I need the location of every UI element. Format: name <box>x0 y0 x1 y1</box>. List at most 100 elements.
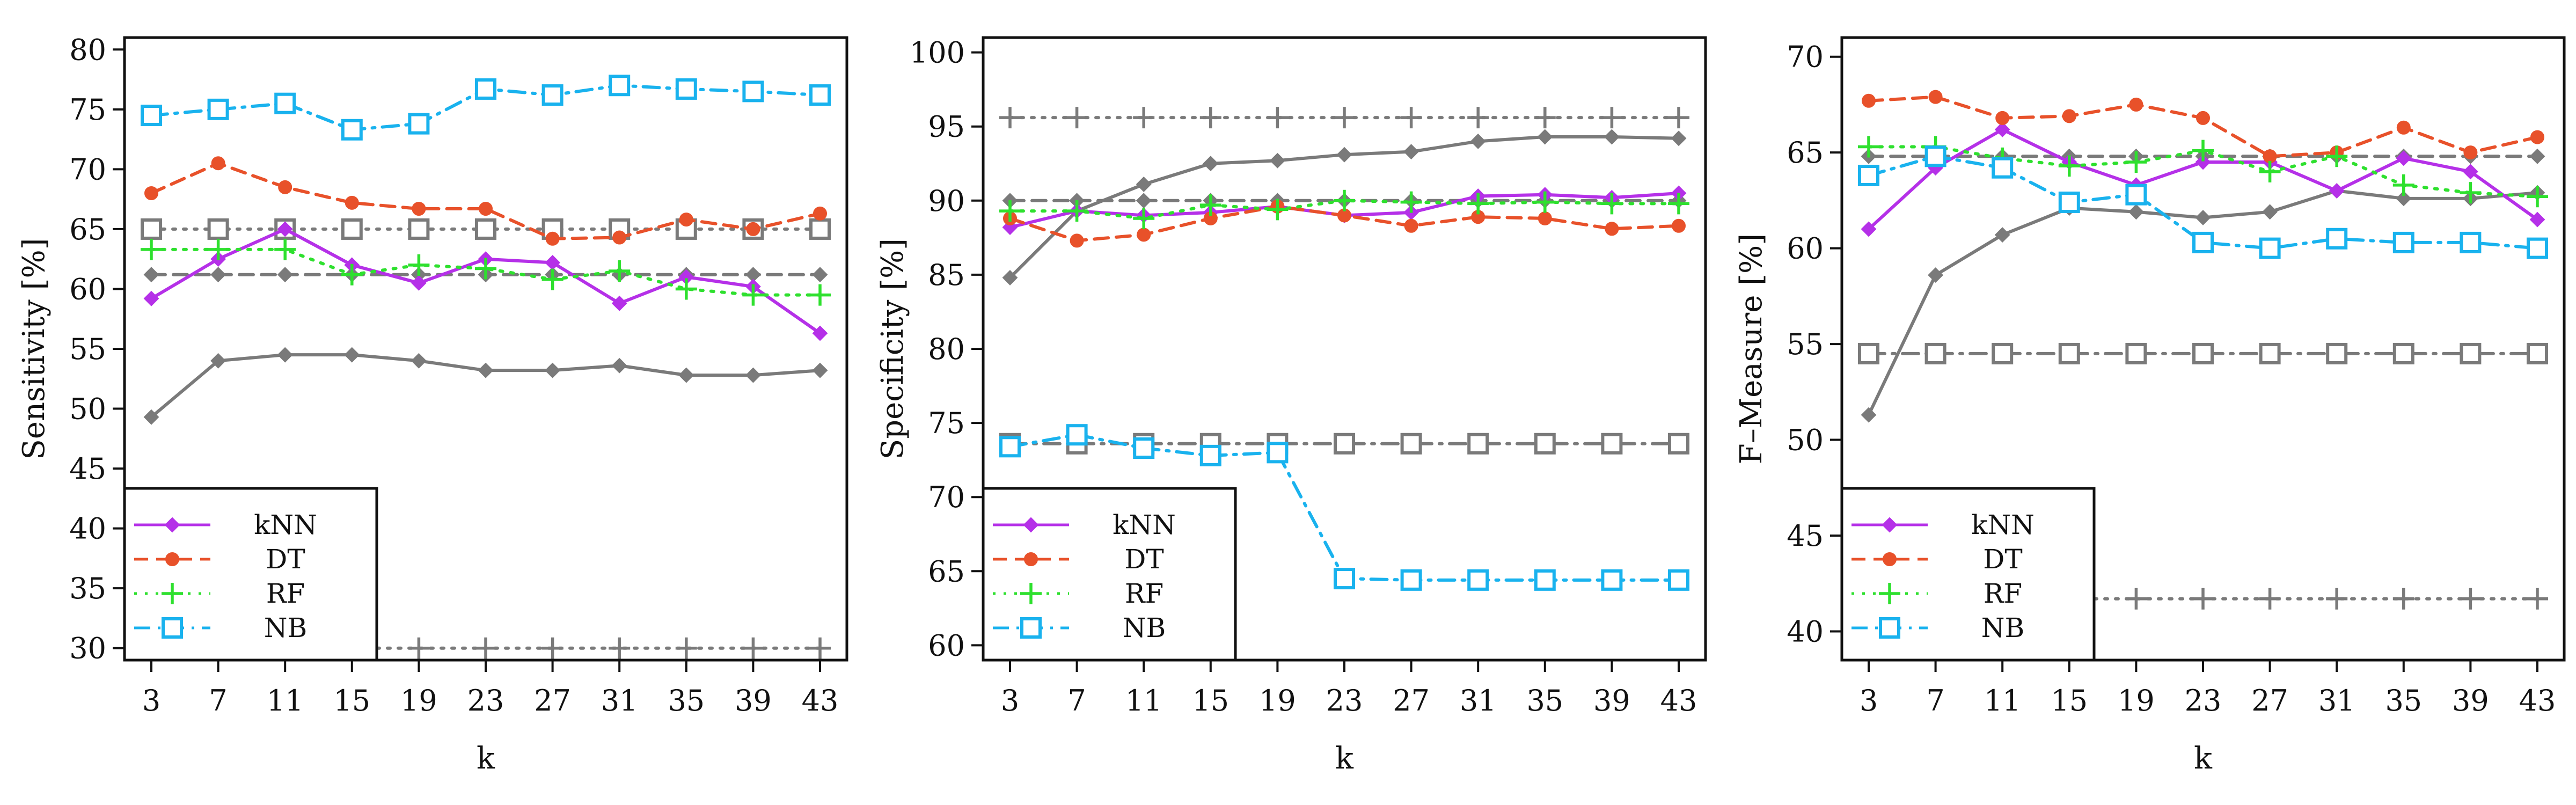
series-dt-point <box>2396 120 2411 135</box>
series-nb-point <box>2326 228 2348 250</box>
series-dt-point <box>1137 228 1151 242</box>
legend-entry-rf: RF <box>134 578 305 609</box>
x-tick-label: 39 <box>2452 684 2489 718</box>
x-tick-label: 27 <box>2251 684 2288 718</box>
x-tick-label: 35 <box>668 684 705 718</box>
series-rf-point <box>541 268 564 290</box>
y-tick-label: 70 <box>69 152 106 186</box>
series-nb-point <box>2392 231 2414 253</box>
x-tick-label: 35 <box>2385 684 2422 718</box>
y-tick-label: 75 <box>928 406 965 440</box>
series-nb-point <box>742 80 764 103</box>
series-knn-point <box>2529 211 2545 228</box>
series-rf-point <box>2392 174 2414 196</box>
baseline-series-1-point <box>408 218 430 240</box>
baseline-series-1-point <box>1994 227 2010 243</box>
y-axis-label: Specificity [%] <box>875 238 910 459</box>
x-tick-label: 39 <box>735 684 772 718</box>
legend-swatch-marker <box>1882 517 1898 533</box>
baseline-series-4-point <box>2125 588 2147 610</box>
legend-swatch-marker <box>1020 583 1042 604</box>
series-dt-point <box>2463 145 2478 160</box>
x-tick-label: 3 <box>1001 684 1019 718</box>
y-tick-label: 90 <box>928 184 965 218</box>
x-tick-label: 7 <box>1926 684 1944 718</box>
series-dt-point <box>1538 211 1552 225</box>
series-nb-point <box>1400 569 1422 591</box>
series-nb-point <box>809 84 831 106</box>
baseline-series-3-point <box>344 347 360 363</box>
baseline-series-4-point <box>408 637 430 659</box>
series-nb-point <box>2192 231 2214 253</box>
baseline-series-4-point <box>675 637 697 659</box>
series-nb-point <box>341 119 363 141</box>
series-dt-point <box>1605 222 1619 236</box>
series-dt-line <box>150 162 822 240</box>
baseline-series-3-point <box>2058 342 2080 364</box>
series-dt-point <box>2062 109 2076 123</box>
series-rf-point <box>2326 145 2348 167</box>
baseline-series-1 <box>999 107 1689 129</box>
series-nb-point <box>1992 157 2014 179</box>
series-dt-point <box>412 202 426 216</box>
series-dt-point <box>1995 111 2010 125</box>
baseline-series-3-point <box>1858 342 1879 364</box>
series-nb-point <box>1601 569 1623 591</box>
series-dt-point <box>2263 149 2277 164</box>
panel-specificity: 60 65 70 75 80 85 90 95 100 3 7 11 15 19 23 27 31 35 39 43 k… <box>875 36 1707 776</box>
baseline-series-1-point <box>475 218 496 240</box>
series-rf-point <box>675 278 697 300</box>
y-tick-label: 50 <box>69 392 106 426</box>
x-tick-label: 19 <box>1259 684 1296 718</box>
series-rf-point <box>1858 136 1879 158</box>
baseline-series-4-point <box>1668 433 1689 455</box>
baseline-series-4-point <box>1400 433 1422 455</box>
series-rf-point <box>408 254 430 276</box>
baseline-series-4-point <box>809 637 831 659</box>
series-knn-point <box>143 290 159 306</box>
y-axis-label: F–Measure [%] <box>1734 233 1769 464</box>
baseline-series-3-point <box>2259 342 2281 364</box>
x-tick-label: 3 <box>1860 684 1878 718</box>
series-nb-point <box>2527 237 2548 259</box>
baseline-series-1-point <box>1133 107 1155 129</box>
baseline-series-3-point <box>478 362 494 378</box>
y-tick-label: 40 <box>69 512 106 546</box>
x-tick-label: 3 <box>142 684 160 718</box>
baseline-series-1-point <box>999 107 1021 129</box>
series-rf-point <box>609 260 631 282</box>
x-axis-label: k <box>2194 741 2213 776</box>
series-rf-point <box>809 284 831 306</box>
series-dt-point <box>144 186 158 200</box>
y-tick-label: 65 <box>1787 136 1824 170</box>
x-tick-label: 19 <box>400 684 437 718</box>
baseline-series-4-point <box>2259 588 2281 610</box>
baseline-series-4-point <box>2326 588 2348 610</box>
series-dt-point <box>2196 111 2210 125</box>
baseline-series-3-point <box>2460 342 2482 364</box>
series-dt-point <box>479 202 493 216</box>
baseline-series-1-point <box>1267 107 1289 129</box>
baseline-series-3-point <box>611 357 627 374</box>
legend-label: DT <box>1124 544 1163 575</box>
x-tick-label: 39 <box>1593 684 1630 718</box>
series-rf-point <box>1534 191 1556 213</box>
baseline-series-4-point <box>1601 433 1623 455</box>
baseline-series-3-point <box>1336 147 1352 163</box>
x-tick-label: 23 <box>467 684 504 718</box>
series-knn-point <box>611 295 627 311</box>
series-nb-point <box>1467 569 1489 591</box>
baseline-series-4-point <box>609 637 631 659</box>
baseline-series-1-point <box>141 218 162 240</box>
legend-box <box>982 487 1237 662</box>
series-rf-point <box>1267 199 1289 221</box>
series-nb-point <box>1267 442 1289 464</box>
series-nb-point <box>475 78 496 100</box>
series-rf-point <box>999 200 1021 222</box>
legend-swatch-marker <box>164 517 180 533</box>
baseline-series-3 <box>1002 129 1687 286</box>
legend-label: kNN <box>1971 509 2035 540</box>
series-knn-point <box>1861 221 1877 237</box>
baseline-series-1-point <box>1601 107 1623 129</box>
x-tick-label: 43 <box>2519 684 2556 718</box>
